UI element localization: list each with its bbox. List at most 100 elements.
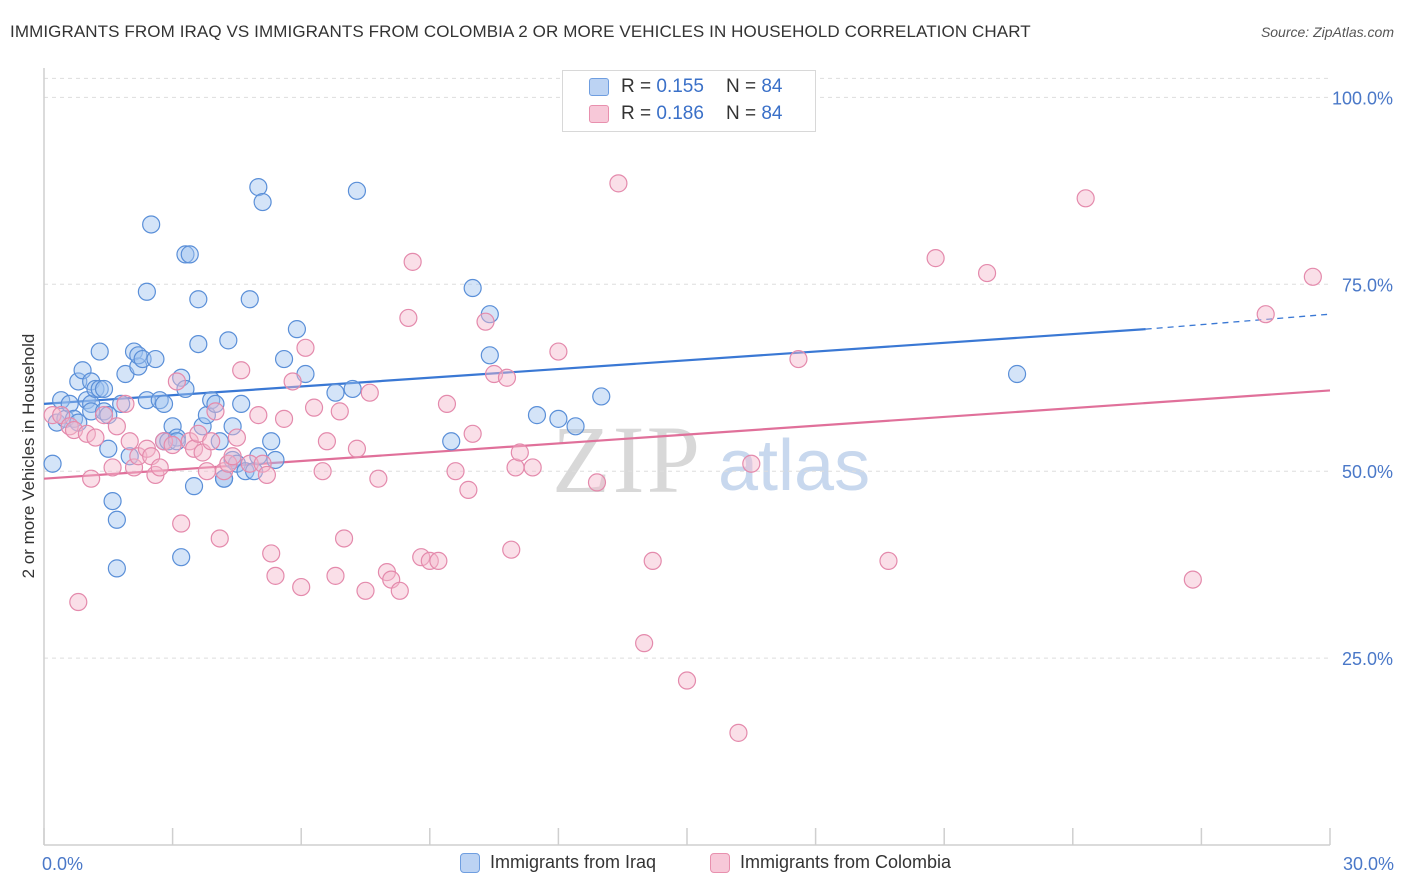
iraq-point-79 xyxy=(592,387,611,406)
iraq-point-70 xyxy=(343,379,362,399)
iraq-point-62 xyxy=(249,177,268,197)
iraq-points xyxy=(43,177,1027,578)
colombia-point-71 xyxy=(502,540,521,559)
colombia-point-42 xyxy=(274,409,294,428)
colombia-point-87 xyxy=(1076,189,1095,208)
legend-swatch-colombia xyxy=(589,105,609,123)
y-tick-label-1: 50.0% xyxy=(1342,462,1393,482)
colombia-point-9 xyxy=(103,458,122,477)
iraq-point-16 xyxy=(94,379,114,399)
colombia-point-33 xyxy=(223,447,242,466)
colombia-point-8 xyxy=(94,406,114,425)
bottom-legend-label-colombia: Immigrants from Colombia xyxy=(740,852,952,872)
iraq-point-54 xyxy=(223,417,242,436)
colombia-point-53 xyxy=(356,581,375,600)
colombia-point-13 xyxy=(124,458,144,477)
x-tick-label-max: 30.0% xyxy=(1343,854,1394,874)
iraq-point-29 xyxy=(137,391,156,410)
iraq-point-75 xyxy=(480,346,499,365)
iraq-point-37 xyxy=(163,417,182,436)
colombia-point-40 xyxy=(262,544,281,563)
colombia-point-75 xyxy=(549,342,568,361)
iraq-point-77 xyxy=(549,409,568,428)
watermark-zip: ZIP xyxy=(552,406,702,513)
colombia-point-86 xyxy=(977,263,997,283)
colombia-point-12 xyxy=(120,432,139,451)
legend-n-value-colombia: 84 xyxy=(761,103,783,124)
colombia-point-29 xyxy=(206,402,225,421)
colombia-point-58 xyxy=(390,581,409,600)
colombia-point-34 xyxy=(227,428,246,447)
legend-n-label: N = xyxy=(725,103,757,124)
iraq-point-19 xyxy=(103,491,122,511)
colombia-point-73 xyxy=(510,443,529,462)
colombia-point-27 xyxy=(197,462,216,481)
iraq-point-71 xyxy=(347,181,367,200)
chart-source: Source: ZipAtlas.com xyxy=(1260,24,1394,40)
iraq-point-67 xyxy=(287,320,307,339)
colombia-point-46 xyxy=(304,398,324,417)
colombia-point-47 xyxy=(313,462,332,481)
legend-n-value-iraq: 84 xyxy=(761,76,783,97)
colombia-point-49 xyxy=(326,566,345,585)
colombia-point-54 xyxy=(360,383,379,402)
legend-r-value-colombia: 0.186 xyxy=(656,103,704,124)
colombia-point-59 xyxy=(399,308,418,328)
bottom-legend-iraq[interactable]: Immigrants from Iraq xyxy=(460,852,656,873)
colombia-point-43 xyxy=(283,372,302,391)
colombia-point-82 xyxy=(742,454,761,473)
colombia-point-60 xyxy=(403,252,422,271)
colombia-point-89 xyxy=(1256,305,1275,324)
iraq-point-72 xyxy=(442,432,461,451)
iraq-point-7 xyxy=(69,372,88,391)
colombia-point-55 xyxy=(369,469,388,488)
colombia-point-85 xyxy=(926,249,945,268)
trend-line-iraq xyxy=(43,328,1146,406)
iraq-point-78 xyxy=(566,417,585,436)
iraq-point-64 xyxy=(262,432,281,451)
colombia-point-72 xyxy=(506,458,525,477)
iraq-point-66 xyxy=(274,349,294,369)
colombia-point-80 xyxy=(677,671,697,690)
colombia-point-11 xyxy=(116,394,135,414)
iraq-point-80 xyxy=(1007,364,1027,384)
colombia-point-35 xyxy=(232,361,251,380)
colombia-point-64 xyxy=(437,394,457,414)
colombia-point-39 xyxy=(257,465,277,485)
colombia-point-37 xyxy=(249,406,268,425)
colombia-point-81 xyxy=(729,723,748,742)
colombia-point-90 xyxy=(1303,267,1322,286)
colombia-point-68 xyxy=(476,312,495,331)
y-tick-label-0: 25.0% xyxy=(1342,649,1393,669)
colombia-point-21 xyxy=(167,372,186,391)
legend-swatch-iraq xyxy=(589,78,609,96)
legend-row-iraq: R = 0.155 N = 84 xyxy=(589,75,782,99)
iraq-point-41 xyxy=(172,548,191,567)
y-axis-title: 2 or more Vehicles in Household xyxy=(19,334,38,579)
legend-box: R = 0.155 N = 84 R = 0.186 N = 84 xyxy=(562,70,816,132)
colombia-point-36 xyxy=(240,454,259,473)
iraq-point-18 xyxy=(99,439,118,458)
colombia-point-52 xyxy=(347,439,367,458)
y-tick-labels: 25.0% 50.0% 75.0% 100.0% xyxy=(1332,88,1393,669)
iraq-point-53 xyxy=(219,331,238,350)
colombia-point-45 xyxy=(296,338,315,357)
colombia-point-70 xyxy=(497,368,517,387)
colombia-point-20 xyxy=(163,435,182,455)
iraq-point-43 xyxy=(180,245,199,264)
trend-line-iraq-extension xyxy=(1145,313,1331,330)
bottom-legend-swatch-colombia xyxy=(710,852,730,873)
bottom-legend-colombia[interactable]: Immigrants from Colombia xyxy=(710,852,951,873)
x-tick-label-min: 0.0% xyxy=(42,854,83,874)
iraq-point-45 xyxy=(189,290,208,309)
colombia-point-4 xyxy=(69,592,88,612)
y-tick-label-3: 100.0% xyxy=(1332,88,1393,108)
colombia-point-38 xyxy=(253,454,272,473)
iraq-point-57 xyxy=(232,394,251,414)
bottom-legend-swatch-iraq xyxy=(460,852,480,873)
colombia-point-83 xyxy=(789,349,808,369)
chart-title: IMMIGRANTS FROM IRAQ VS IMMIGRANTS FROM … xyxy=(10,22,1031,41)
colombia-point-74 xyxy=(523,458,542,477)
legend-r-label: R = xyxy=(621,103,652,124)
